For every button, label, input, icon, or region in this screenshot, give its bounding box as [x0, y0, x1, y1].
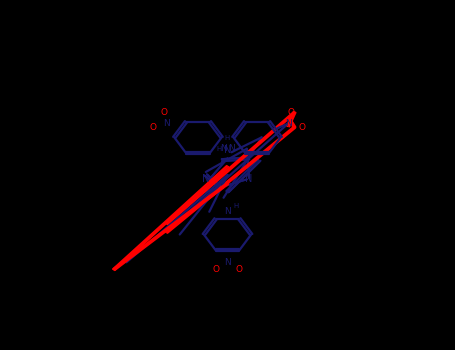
- Text: N: N: [228, 144, 235, 153]
- Text: N: N: [163, 119, 170, 128]
- Text: N: N: [224, 258, 231, 267]
- Text: N: N: [246, 174, 253, 184]
- Text: H: H: [233, 203, 238, 210]
- Text: N: N: [220, 144, 227, 153]
- Text: N: N: [285, 119, 292, 128]
- Text: O: O: [235, 265, 242, 274]
- Text: O: O: [288, 108, 294, 117]
- Text: N: N: [224, 207, 231, 216]
- Text: O: O: [149, 123, 157, 132]
- Text: N: N: [224, 146, 231, 155]
- Text: N: N: [202, 174, 209, 184]
- Text: O: O: [161, 108, 167, 117]
- Text: O: O: [213, 265, 220, 274]
- Text: O: O: [298, 123, 306, 132]
- Text: H: H: [225, 135, 230, 141]
- Text: H: H: [217, 146, 222, 152]
